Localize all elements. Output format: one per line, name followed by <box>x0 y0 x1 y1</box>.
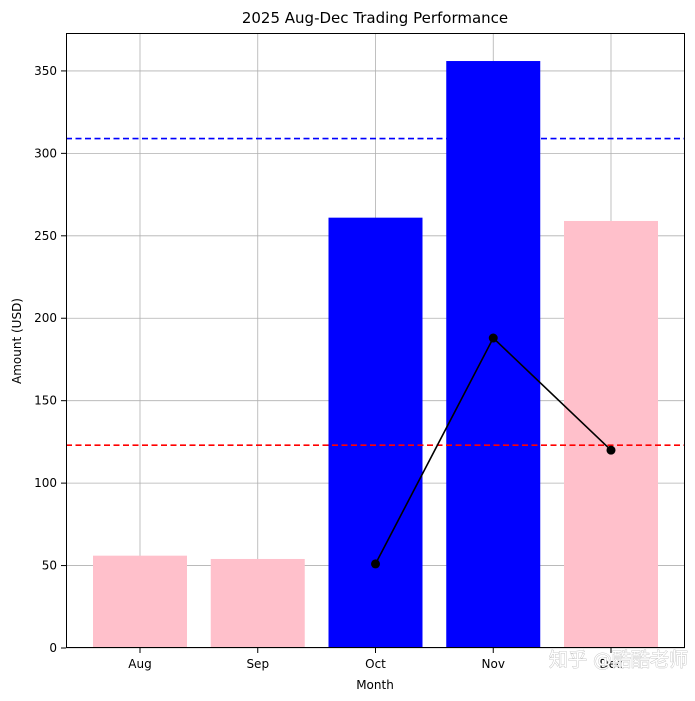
series-line <box>371 333 616 569</box>
y-tick-label: 150 <box>34 394 57 408</box>
x-tick-label: Aug <box>128 657 151 671</box>
y-tick-label: 250 <box>34 229 57 243</box>
x-tick-label: Sep <box>246 657 269 671</box>
chart-title: 2025 Aug-Dec Trading Performance <box>242 9 508 27</box>
bar-nov <box>446 61 541 649</box>
y-axis-ticks: 0 50 100 150 200 250 300 350 <box>34 64 66 655</box>
bars <box>93 61 658 649</box>
line-point-dec <box>606 445 616 455</box>
line-point-nov <box>488 333 498 343</box>
line-point-oct <box>371 559 380 569</box>
y-tick-label: 100 <box>34 476 57 490</box>
x-tick-label: Oct <box>365 657 386 671</box>
y-tick-label: 200 <box>34 311 57 325</box>
reference-lines <box>66 137 685 446</box>
bar-aug <box>93 555 187 648</box>
y-tick-label: 50 <box>42 559 57 573</box>
x-axis-label: Month <box>356 678 394 692</box>
x-axis-ticks: Aug Sep Oct Nov Dec <box>128 648 623 671</box>
y-tick-label: 0 <box>49 641 57 655</box>
plot-frame <box>66 33 685 648</box>
watermark: 知乎 @酷酷老师 <box>549 649 688 671</box>
x-tick-label: Nov <box>482 657 505 671</box>
plot-area: 0 50 100 150 200 250 300 350 Aug Sep Oct Nov Dec <box>34 33 685 671</box>
y-tick-label: 300 <box>34 146 57 160</box>
bar-dec <box>564 220 658 648</box>
bar-sep <box>210 558 305 648</box>
x-tick-label: Dec <box>599 657 622 671</box>
y-axis-label: Amount (USD) <box>10 298 24 384</box>
y-tick-label: 350 <box>34 64 57 78</box>
bar-oct <box>328 217 423 648</box>
